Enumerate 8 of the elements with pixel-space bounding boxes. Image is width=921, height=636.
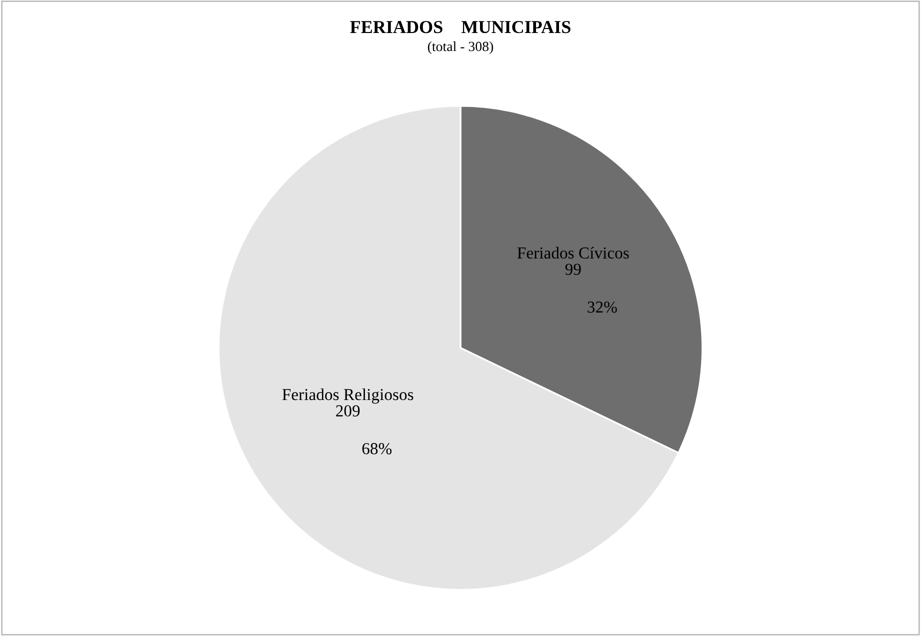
slice-label: Feriados Cívicos [517, 246, 629, 259]
slice-label: Feriados Religiosos [282, 388, 414, 404]
text: 68% [362, 443, 392, 454]
text: 32% [588, 301, 617, 313]
chart-title: FERIADOS MUNICIPAIS [350, 21, 570, 34]
chart-subtitle: (total - 308) [428, 41, 494, 54]
data-label: 209 [336, 405, 360, 416]
data-label: 99 [565, 264, 581, 275]
